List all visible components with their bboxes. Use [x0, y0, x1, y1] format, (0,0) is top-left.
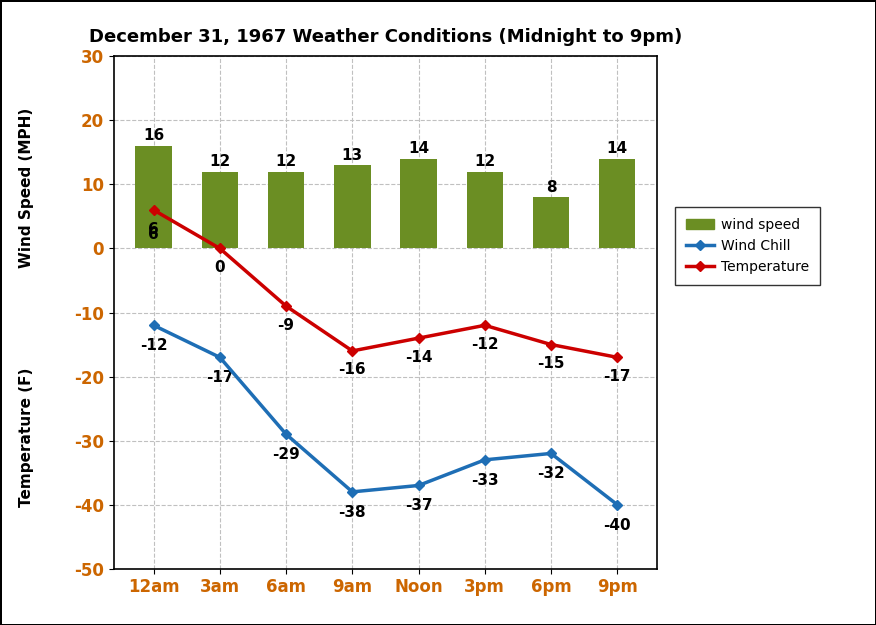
Text: -40: -40 [604, 518, 631, 532]
Text: -38: -38 [338, 505, 366, 520]
Text: -9: -9 [278, 318, 294, 332]
Text: -17: -17 [604, 369, 631, 384]
Text: -12: -12 [140, 338, 167, 353]
Text: -16: -16 [338, 362, 366, 378]
Title: December 31, 1967 Weather Conditions (Midnight to 9pm): December 31, 1967 Weather Conditions (Mi… [88, 28, 682, 46]
Legend: wind speed, Wind Chill, Temperature: wind speed, Wind Chill, Temperature [675, 207, 820, 285]
Text: -12: -12 [471, 337, 498, 352]
Bar [533, 198, 569, 248]
Text: Temperature (F): Temperature (F) [18, 368, 34, 508]
Text: 14: 14 [607, 141, 628, 156]
Text: 12: 12 [275, 154, 297, 169]
Text: 0: 0 [215, 260, 225, 275]
Text: -33: -33 [471, 472, 498, 488]
Bar [467, 171, 503, 248]
Bar [136, 146, 172, 248]
Bar [400, 159, 437, 248]
Bar [599, 159, 635, 248]
Text: 14: 14 [408, 141, 429, 156]
Text: -29: -29 [272, 447, 300, 462]
Text: -14: -14 [405, 349, 433, 364]
Text: 13: 13 [342, 148, 363, 162]
Text: 8: 8 [546, 179, 556, 194]
Text: 6: 6 [148, 227, 159, 242]
Text: 16: 16 [143, 128, 164, 143]
Text: 12: 12 [474, 154, 496, 169]
Text: -15: -15 [537, 356, 565, 371]
Text: -32: -32 [537, 466, 565, 481]
Text: -17: -17 [206, 370, 234, 385]
Text: 6: 6 [148, 221, 159, 236]
Text: 12: 12 [209, 154, 230, 169]
Bar [268, 171, 304, 248]
Bar [201, 171, 238, 248]
Text: -37: -37 [405, 498, 433, 513]
Text: Wind Speed (MPH): Wind Speed (MPH) [18, 107, 34, 268]
Bar [334, 165, 371, 248]
